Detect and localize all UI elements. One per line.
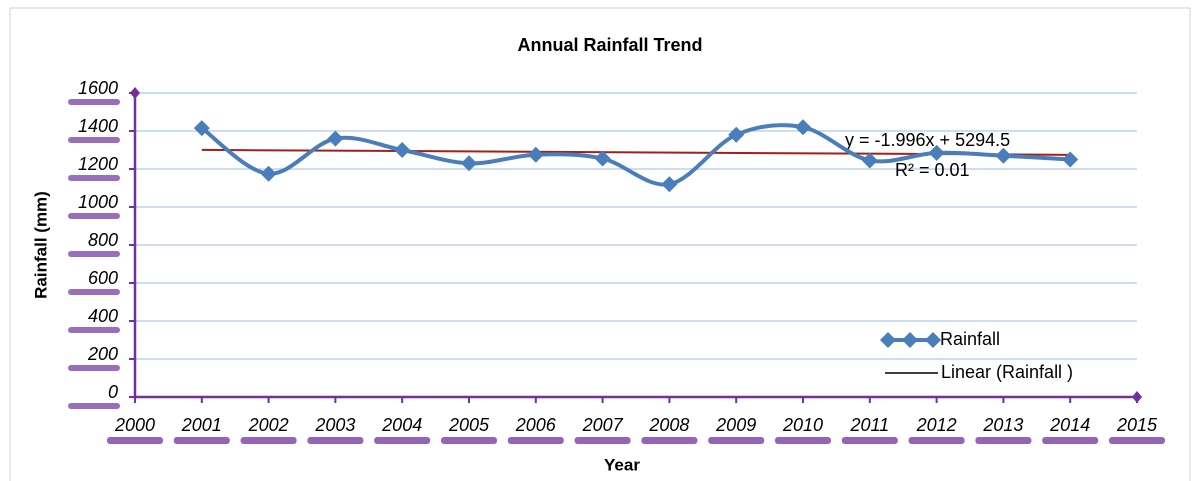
data-point — [594, 150, 611, 167]
legend-marker — [880, 332, 896, 348]
y-axis-label: Rainfall (mm) — [31, 191, 50, 299]
tick-label-decoration — [841, 437, 898, 444]
y-tick-label: 0 — [108, 382, 118, 402]
tick-label-decoration — [68, 289, 120, 295]
tick-label-decoration — [68, 251, 120, 257]
y-tick-label: 1200 — [78, 154, 118, 174]
tick-label-decoration — [107, 437, 163, 444]
legend-label: Linear (Rainfall ) — [941, 362, 1073, 382]
tick-label-decoration — [307, 437, 364, 444]
tick-label-decoration — [441, 437, 497, 444]
tick-label-decoration — [1109, 437, 1165, 444]
data-point — [995, 147, 1012, 164]
x-tick-label: 2008 — [648, 415, 689, 435]
legend-label: Rainfall — [940, 329, 1000, 349]
tick-label-decoration — [775, 437, 831, 444]
axis-end — [1132, 391, 1142, 403]
data-point — [795, 119, 811, 136]
x-tick-label: 2014 — [1049, 415, 1090, 435]
tick-label-decoration — [68, 99, 120, 105]
tick-label-decoration — [574, 437, 631, 444]
trendline-equation: y = -1.996x + 5294.5 — [845, 130, 1010, 150]
tick-label-decoration — [68, 213, 120, 219]
x-tick-label: 2003 — [314, 415, 355, 435]
tick-label-decoration — [68, 365, 120, 371]
y-tick-label: 1600 — [78, 78, 118, 98]
tick-label-decoration — [173, 437, 230, 444]
data-point — [928, 144, 945, 161]
x-tick-label: 2015 — [1116, 415, 1158, 435]
tick-label-decoration — [68, 137, 120, 143]
y-tick-label: 200 — [87, 344, 118, 364]
tick-label-decoration — [908, 437, 965, 444]
y-tick-label: 400 — [88, 306, 118, 326]
x-tick-label: 2000 — [114, 415, 155, 435]
x-axis-label: Year — [604, 455, 640, 474]
data-point — [527, 146, 544, 163]
x-tick-label: 2001 — [181, 415, 222, 435]
legend-marker — [925, 332, 941, 348]
tick-label-decoration — [507, 437, 564, 444]
y-tick-label: 800 — [88, 230, 118, 250]
x-tick-label: 2013 — [982, 415, 1023, 435]
data-point — [193, 120, 210, 137]
data-point — [1062, 151, 1079, 168]
y-tick-label: 600 — [88, 268, 118, 288]
y-tick-label: 1000 — [78, 192, 118, 212]
tick-label-decoration — [68, 327, 120, 333]
x-tick-label: 2011 — [849, 415, 889, 435]
tick-label-decoration — [975, 437, 1032, 444]
tick-label-decoration — [240, 437, 297, 444]
x-tick-label: 2005 — [448, 415, 490, 435]
legend-marker — [902, 332, 918, 348]
tick-label-decoration — [68, 403, 120, 409]
tick-label-decoration — [1042, 437, 1099, 444]
tick-label-decoration — [374, 437, 431, 444]
x-tick-label: 2002 — [248, 415, 289, 435]
data-point — [260, 165, 277, 182]
data-point — [861, 152, 878, 169]
x-tick-label: 2004 — [381, 415, 422, 435]
tick-label-decoration — [708, 437, 765, 444]
data-point — [461, 155, 477, 172]
chart-frame — [9, 7, 1191, 481]
axis-end — [130, 87, 140, 99]
data-point — [661, 176, 678, 193]
x-tick-label: 2007 — [582, 415, 624, 435]
trendline-r2: R² = 0.01 — [895, 160, 970, 180]
x-tick-label: 2006 — [515, 415, 557, 435]
data-point — [728, 126, 745, 143]
data-point — [327, 130, 344, 147]
tick-label-decoration — [68, 175, 120, 181]
tick-label-decoration — [641, 437, 698, 444]
x-tick-label: 2009 — [715, 415, 756, 435]
y-tick-label: 1400 — [78, 116, 118, 136]
data-point — [394, 142, 411, 158]
x-tick-label: 2012 — [916, 415, 957, 435]
chart-title: Annual Rainfall Trend — [517, 35, 702, 55]
x-tick-label: 2010 — [782, 415, 823, 435]
